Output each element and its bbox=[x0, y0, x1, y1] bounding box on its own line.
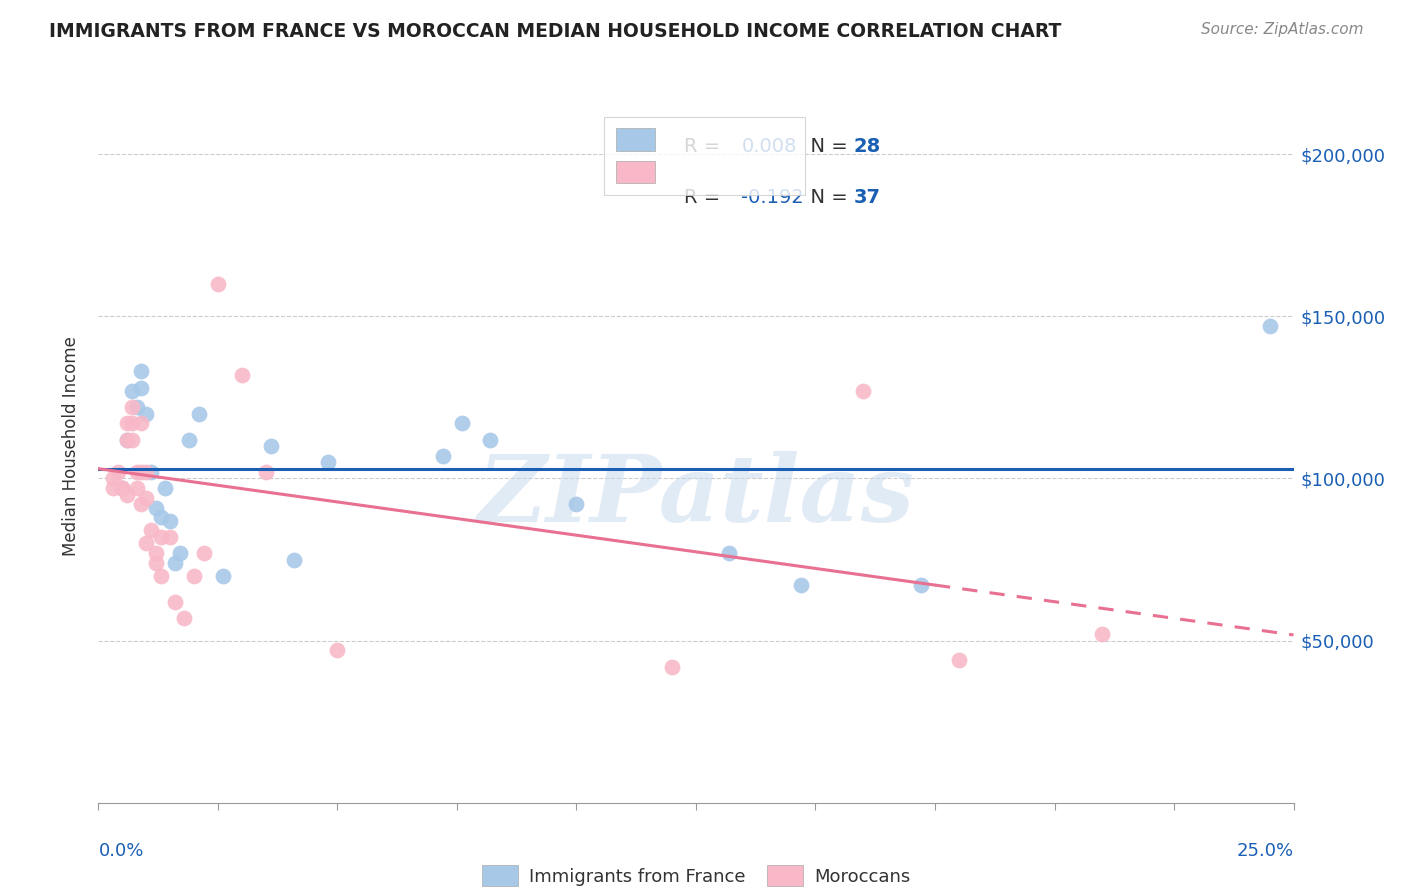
Point bbox=[179, 433, 201, 447]
Point bbox=[131, 497, 153, 511]
Point bbox=[135, 536, 157, 550]
Point bbox=[1258, 318, 1281, 333]
Text: N =: N = bbox=[797, 136, 853, 156]
Point bbox=[145, 500, 167, 515]
Point bbox=[183, 568, 205, 582]
Text: 28: 28 bbox=[853, 136, 882, 156]
Point bbox=[131, 465, 153, 479]
Point bbox=[259, 439, 281, 453]
Point bbox=[450, 417, 472, 431]
Text: R =: R = bbox=[685, 188, 727, 207]
Point bbox=[139, 524, 162, 538]
Point bbox=[231, 368, 253, 382]
Point bbox=[125, 465, 148, 479]
Point bbox=[910, 578, 932, 592]
Point bbox=[125, 400, 148, 414]
Point bbox=[115, 433, 138, 447]
Text: R =: R = bbox=[685, 136, 727, 156]
Point bbox=[254, 465, 277, 479]
Point bbox=[432, 449, 454, 463]
Point bbox=[1091, 627, 1114, 641]
Point bbox=[121, 384, 143, 398]
Point bbox=[145, 556, 167, 570]
Point bbox=[101, 481, 124, 495]
Point bbox=[790, 578, 813, 592]
Point bbox=[163, 595, 186, 609]
Point bbox=[115, 433, 138, 447]
Point bbox=[159, 530, 181, 544]
Point bbox=[131, 364, 153, 378]
Point bbox=[135, 465, 157, 479]
Point bbox=[135, 407, 157, 421]
Point bbox=[111, 481, 134, 495]
Point bbox=[121, 400, 143, 414]
Point bbox=[149, 510, 172, 524]
Point bbox=[187, 407, 209, 421]
Y-axis label: Median Household Income: Median Household Income bbox=[62, 336, 80, 556]
Point bbox=[207, 277, 229, 291]
Point bbox=[115, 488, 138, 502]
Point bbox=[159, 514, 181, 528]
Text: 37: 37 bbox=[853, 188, 880, 207]
Text: 25.0%: 25.0% bbox=[1236, 842, 1294, 860]
Point bbox=[149, 568, 172, 582]
Point bbox=[125, 481, 148, 495]
Point bbox=[135, 491, 157, 505]
Point bbox=[163, 556, 186, 570]
Point bbox=[718, 546, 741, 560]
Point bbox=[169, 546, 191, 560]
Legend: Immigrants from France, Moroccans: Immigrants from France, Moroccans bbox=[482, 865, 910, 886]
Text: ZIPatlas: ZIPatlas bbox=[478, 451, 914, 541]
Point bbox=[948, 653, 970, 667]
Point bbox=[149, 530, 172, 544]
Text: Source: ZipAtlas.com: Source: ZipAtlas.com bbox=[1201, 22, 1364, 37]
Point bbox=[139, 465, 162, 479]
Text: 0.0%: 0.0% bbox=[98, 842, 143, 860]
Point bbox=[145, 546, 167, 560]
Point bbox=[111, 481, 134, 495]
Point bbox=[107, 465, 129, 479]
Point bbox=[316, 455, 339, 469]
Point bbox=[193, 546, 215, 560]
Point bbox=[852, 384, 875, 398]
Point bbox=[131, 381, 153, 395]
Point bbox=[661, 659, 683, 673]
Point bbox=[211, 568, 233, 582]
Point bbox=[173, 611, 195, 625]
Point bbox=[121, 417, 143, 431]
Point bbox=[111, 481, 134, 495]
Point bbox=[479, 433, 502, 447]
Text: -0.192: -0.192 bbox=[741, 188, 804, 207]
Point bbox=[101, 471, 124, 485]
Point bbox=[131, 417, 153, 431]
Point bbox=[326, 643, 349, 657]
Point bbox=[115, 417, 138, 431]
Text: IMMIGRANTS FROM FRANCE VS MOROCCAN MEDIAN HOUSEHOLD INCOME CORRELATION CHART: IMMIGRANTS FROM FRANCE VS MOROCCAN MEDIA… bbox=[49, 22, 1062, 41]
Point bbox=[283, 552, 305, 566]
Text: 0.008: 0.008 bbox=[741, 136, 797, 156]
Point bbox=[121, 433, 143, 447]
Text: N =: N = bbox=[797, 188, 853, 207]
Point bbox=[565, 497, 588, 511]
Point bbox=[155, 481, 177, 495]
